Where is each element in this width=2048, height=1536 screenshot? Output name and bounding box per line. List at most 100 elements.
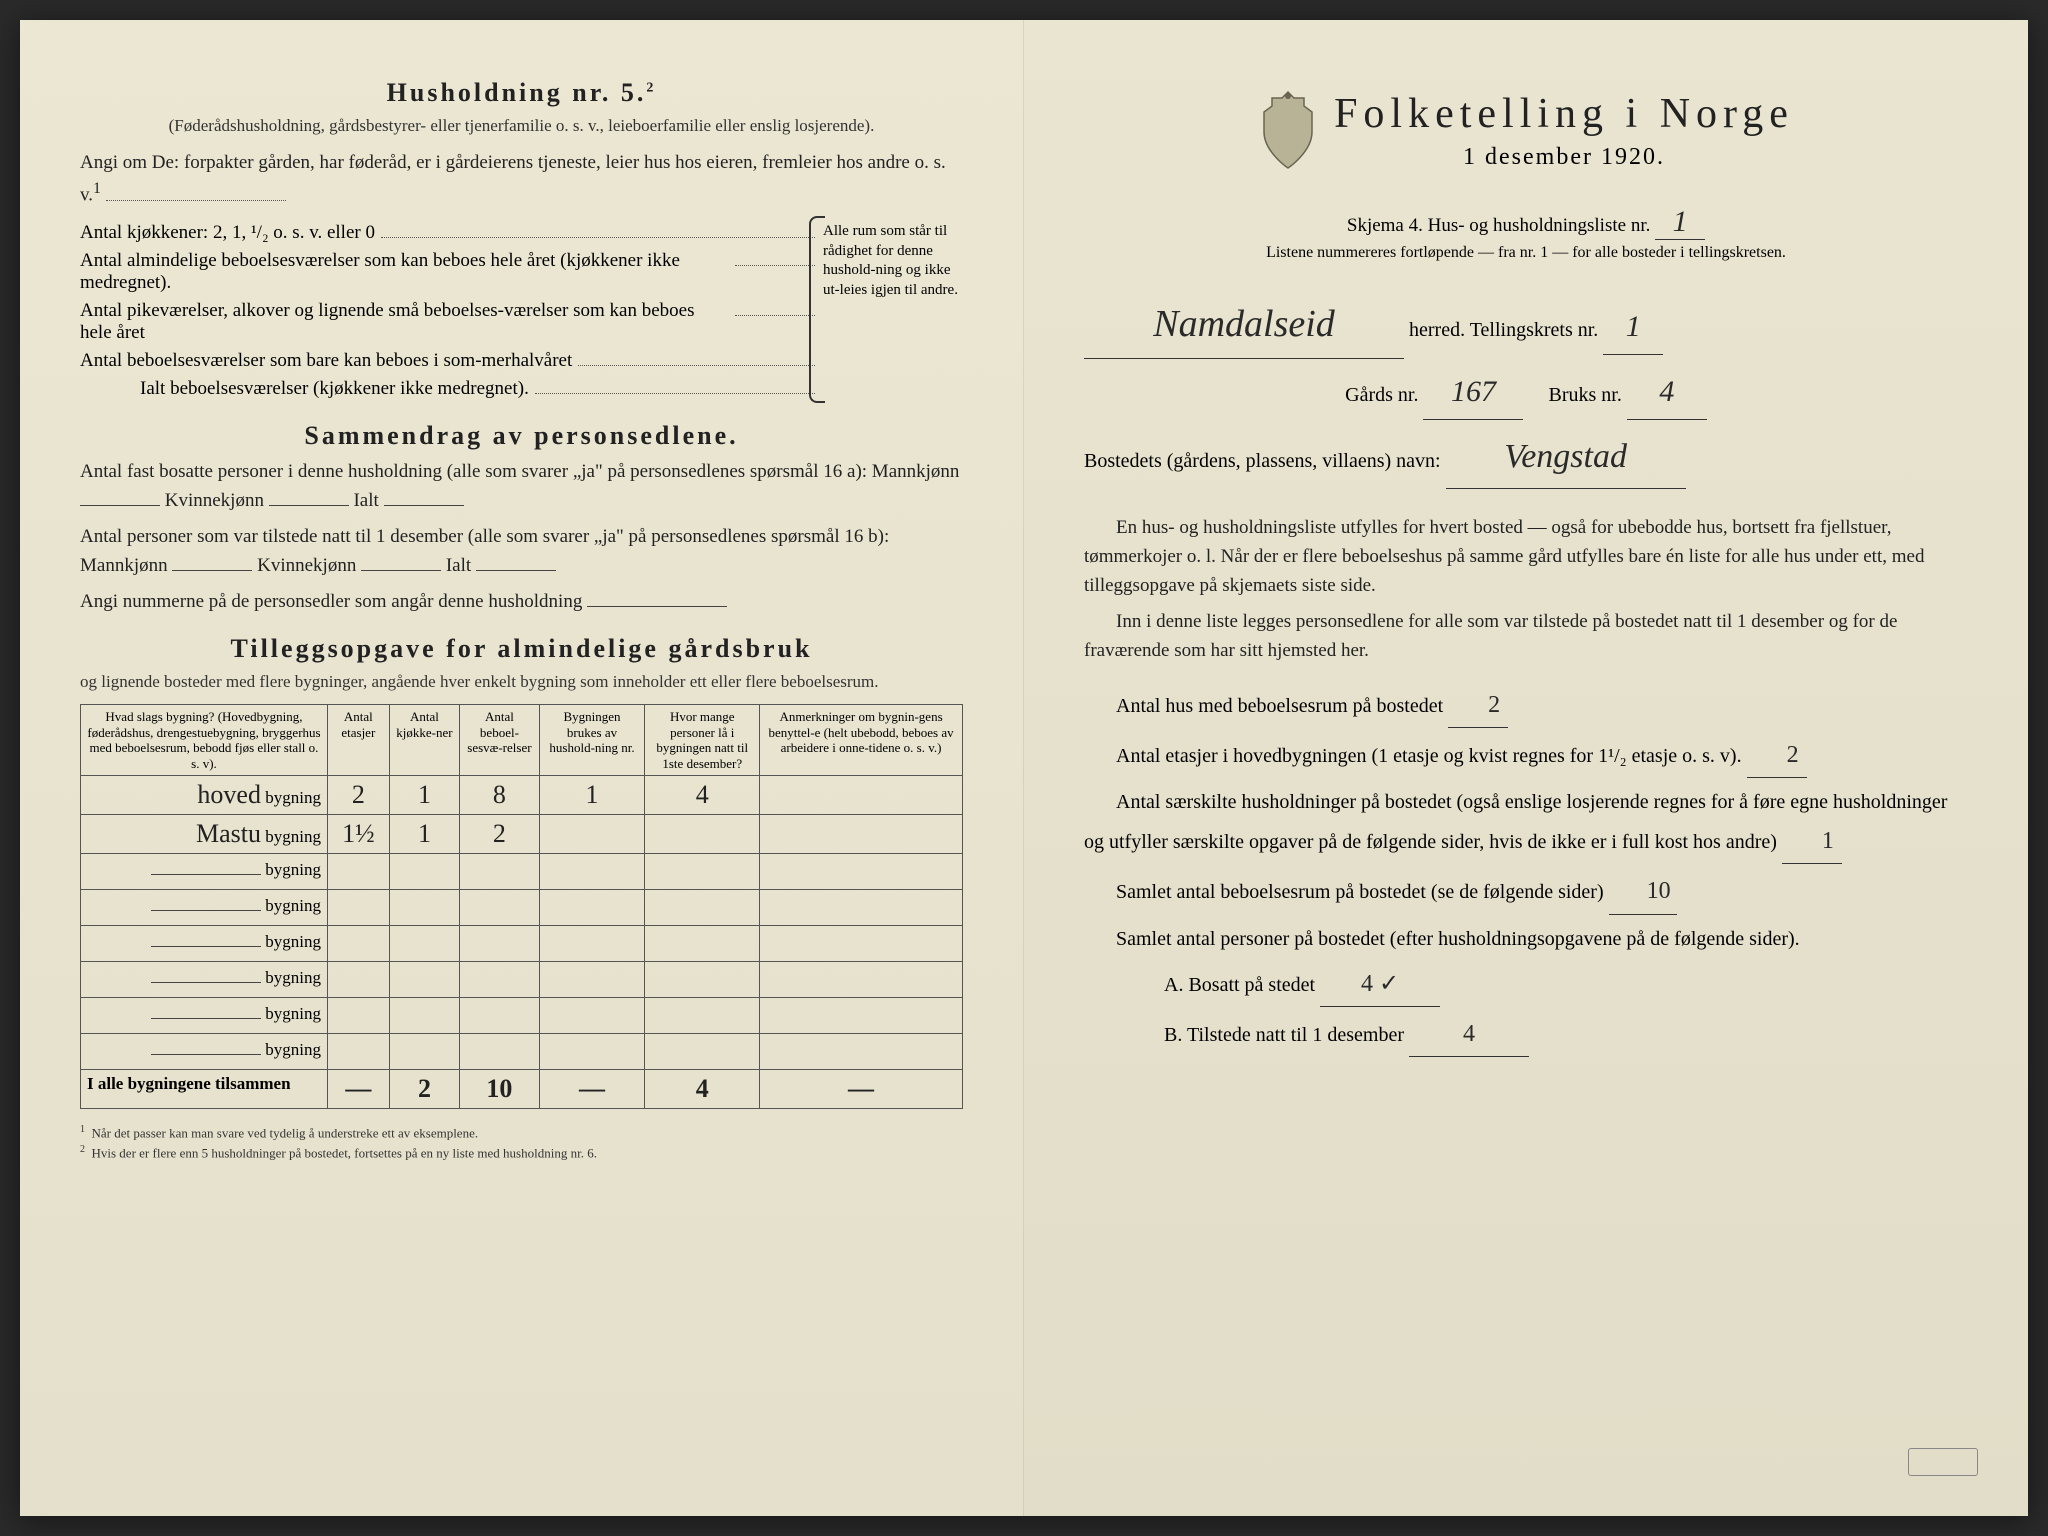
row-anm-cell xyxy=(760,854,963,890)
ialt-label: Ialt beboelsesværelser (kjøkkener ikke m… xyxy=(140,378,529,400)
row-pers-cell xyxy=(645,854,760,890)
table-header-cell: Anmerkninger om bygnin-gens benyttel-e (… xyxy=(760,704,963,775)
row-bebo-cell xyxy=(460,926,539,962)
qB-value: 4 xyxy=(1409,1013,1529,1057)
row-hush-cell xyxy=(539,815,645,854)
row-bebo-cell xyxy=(460,890,539,926)
row-pers-cell xyxy=(645,890,760,926)
skjema-nr: 1 xyxy=(1655,205,1705,240)
sammendrag-heading: Sammendrag av personsedlene. xyxy=(80,421,963,451)
rooms2-fill xyxy=(735,297,815,316)
row-kjokken-cell: 1 xyxy=(389,776,460,815)
row-etasjer-cell: 2 xyxy=(327,776,389,815)
row-pers-cell xyxy=(645,998,760,1034)
s1-ialt-label: Ialt xyxy=(353,490,378,511)
table-row: bygning xyxy=(81,962,963,998)
row-kjokken-cell xyxy=(389,1034,460,1070)
row-kjokken-cell xyxy=(389,854,460,890)
row-bebo-cell xyxy=(460,854,539,890)
rooms3-line: Antal beboelsesværelser som bare kan beb… xyxy=(80,347,815,372)
bosted-label: Bostedets (gårdens, plassens, villaens) … xyxy=(1084,450,1441,472)
row-anm-cell xyxy=(760,890,963,926)
rooms2-label: Antal pikeværelser, alkover og lignende … xyxy=(80,300,729,344)
s2-mann-fill xyxy=(172,552,252,571)
rooms-block: Antal kjøkkener: 2, 1, ¹/₂ o. s. v. elle… xyxy=(80,216,963,403)
qA-value: 4 ✓ xyxy=(1320,963,1440,1007)
row-hush-cell xyxy=(539,926,645,962)
row-hush-cell xyxy=(539,1034,645,1070)
row-name-cell: bygning xyxy=(81,926,328,962)
s1-mann-fill xyxy=(80,487,160,506)
q4-line: Samlet antal beboelsesrum på bostedet (s… xyxy=(1084,870,1968,914)
row-pers-cell xyxy=(645,815,760,854)
gards-label: Gårds nr. xyxy=(1345,384,1418,406)
document-spread: Husholdning nr. 5.2 (Føderådshusholdning… xyxy=(20,20,2028,1516)
brace-note: Alle rum som står til rådighet for denne… xyxy=(823,216,963,403)
angi-sup: 1 xyxy=(93,180,101,197)
rooms1-line: Antal almindelige beboelsesværelser som … xyxy=(80,247,815,294)
row-kjokken-cell xyxy=(389,962,460,998)
kitchens-fill xyxy=(381,219,815,238)
sammendrag-line2: Antal personer som var tilstede natt til… xyxy=(80,522,963,581)
rooms1-fill xyxy=(735,247,815,266)
q1-line: Antal hus med beboelsesrum på bostedet 2 xyxy=(1084,684,1968,728)
q4-value: 10 xyxy=(1609,870,1677,914)
qB-label: B. Tilstede natt til 1 desember xyxy=(1164,1024,1404,1046)
q1-label: Antal hus med beboelsesrum på bostedet xyxy=(1116,695,1443,717)
table-header-cell: Antal kjøkke-ner xyxy=(389,704,460,775)
row-etasjer-cell xyxy=(327,962,389,998)
row-anm-cell xyxy=(760,962,963,998)
table-header-cell: Hvor mange personer lå i bygningen natt … xyxy=(645,704,760,775)
qA-line: A. Bosatt på stedet 4 ✓ xyxy=(1164,963,1968,1007)
row-name-cell: bygning xyxy=(81,962,328,998)
total-etasjer: — xyxy=(327,1070,389,1109)
row-hush-cell xyxy=(539,890,645,926)
row-anm-cell xyxy=(760,998,963,1034)
s1-kv-fill xyxy=(269,487,349,506)
q4-label: Samlet antal beboelsesrum på bostedet (s… xyxy=(1116,881,1604,903)
table-row: bygning xyxy=(81,890,963,926)
row-name-cell: bygning xyxy=(81,890,328,926)
table-header-cell: Bygningen brukes av hushold-ning nr. xyxy=(539,704,645,775)
row-bebo-cell: 2 xyxy=(460,815,539,854)
footnote-1: 1 Når det passer kan man svare ved tydel… xyxy=(80,1123,963,1142)
row-etasjer-cell xyxy=(327,998,389,1034)
s1-text: Antal fast bosatte personer i denne hush… xyxy=(80,461,959,482)
herred-line: Namdalseid herred. Tellingskrets nr. 1 xyxy=(1084,290,1968,359)
table-header-row: Hvad slags bygning? (Hovedbygning, føder… xyxy=(81,704,963,775)
s1-kv-label: Kvinnekjønn xyxy=(165,490,264,511)
row-name-cell: bygning xyxy=(81,854,328,890)
s1-ialt-fill xyxy=(384,487,464,506)
skjema-label: Skjema 4. Hus- og husholdningsliste nr. xyxy=(1347,215,1650,236)
paragraph-2: Inn i denne liste legges personsedlene f… xyxy=(1084,607,1968,666)
q5-line: Samlet antal personer på bostedet (efter… xyxy=(1084,921,1968,957)
tillegg-sub: og lignende bosteder med flere bygninger… xyxy=(80,670,963,694)
row-anm-cell xyxy=(760,815,963,854)
tillegg-heading: Tilleggsopgave for almindelige gårdsbruk xyxy=(80,634,963,664)
rooms2-line: Antal pikeværelser, alkover og lignende … xyxy=(80,297,815,344)
bruks-nr: 4 xyxy=(1627,365,1707,420)
row-bebo-cell xyxy=(460,1034,539,1070)
q2-value: 2 xyxy=(1747,734,1807,778)
row-name-cell: hoved bygning xyxy=(81,776,328,815)
sammendrag-line3: Angi nummerne på de personsedler som ang… xyxy=(80,587,963,616)
table-row: Mastu bygning1½12 xyxy=(81,815,963,854)
row-name-cell: bygning xyxy=(81,1034,328,1070)
q2-line: Antal etasjer i hovedbygningen (1 etasje… xyxy=(1084,734,1968,778)
total-bebo: 10 xyxy=(460,1070,539,1109)
bruks-label: Bruks nr. xyxy=(1548,384,1621,406)
table-total-row: I alle bygningene tilsammen — 2 10 — 4 — xyxy=(81,1070,963,1109)
angi-fill xyxy=(106,182,286,201)
qA-label: A. Bosatt på stedet xyxy=(1164,974,1315,996)
row-etasjer-cell xyxy=(327,890,389,926)
row-etasjer-cell xyxy=(327,1034,389,1070)
coat-of-arms-icon xyxy=(1258,90,1318,170)
table-row: bygning xyxy=(81,926,963,962)
table-row: bygning xyxy=(81,1034,963,1070)
qB-line: B. Tilstede natt til 1 desember 4 xyxy=(1164,1013,1968,1057)
kitchens-line: Antal kjøkkener: 2, 1, ¹/₂ o. s. v. elle… xyxy=(80,219,815,244)
s2-ialt-fill xyxy=(476,552,556,571)
row-hush-cell xyxy=(539,998,645,1034)
household-heading: Husholdning nr. 5.2 xyxy=(80,78,963,108)
rooms3-label: Antal beboelsesværelser som bare kan beb… xyxy=(80,350,572,372)
